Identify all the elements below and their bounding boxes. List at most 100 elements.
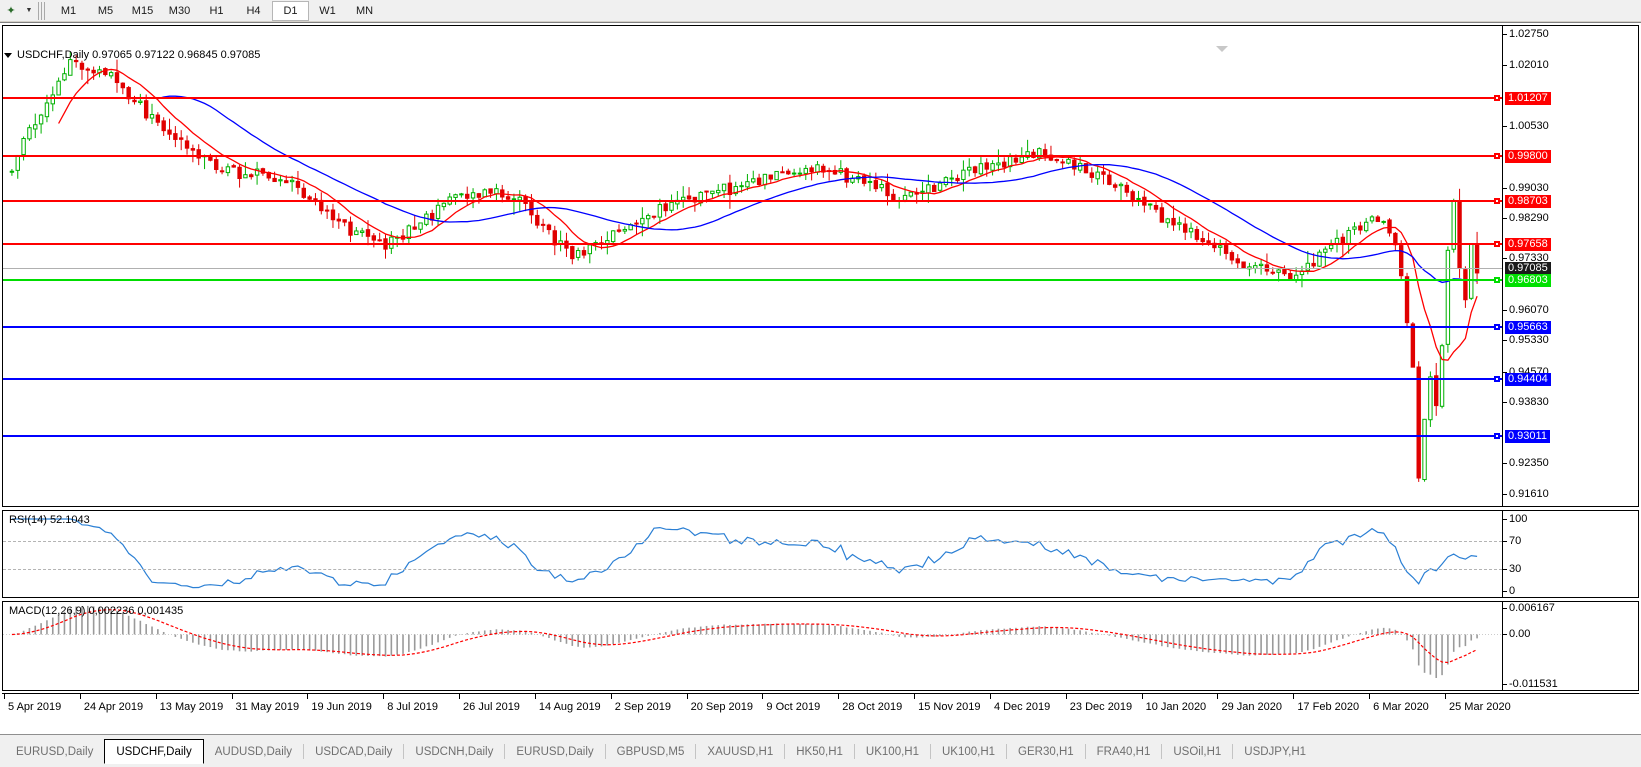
macd-label: MACD(12,26,9) 0,002236 0,001435 xyxy=(9,605,184,617)
chart-tab-usdchf-daily[interactable]: USDCHF,Daily xyxy=(104,739,204,764)
price-tag-resistance-0-97658[interactable]: 0.97658 xyxy=(1505,238,1551,252)
date-tick-4: 19 Jun 2019 xyxy=(307,694,372,713)
tab-separator xyxy=(784,744,786,759)
timeframe-button-mn[interactable]: MN xyxy=(355,4,374,17)
macd-plot[interactable] xyxy=(3,602,1502,690)
rsi-level-30 xyxy=(3,569,1502,571)
timeframe-button-w1[interactable]: W1 xyxy=(319,4,336,17)
rsi-pane[interactable]: 100 70 30 0 RSI(14) 52.1043 xyxy=(2,510,1639,598)
timeframe-button-m15[interactable]: M15 xyxy=(131,4,154,17)
level-line-resistance-0-98703[interactable] xyxy=(3,198,1502,205)
date-tick-7: 14 Aug 2019 xyxy=(534,694,601,713)
chart-tab-usoil-h1[interactable]: USOil,H1 xyxy=(1173,745,1222,758)
price-tick-1-00530: 1.00530 xyxy=(1503,119,1549,132)
timeframe-button-m1[interactable]: M1 xyxy=(60,4,77,17)
level-line-handle[interactable] xyxy=(1494,375,1500,382)
chart-tab-gbpusd-m5[interactable]: GBPUSD,M5 xyxy=(616,745,685,758)
date-tick-10: 9 Oct 2019 xyxy=(762,694,821,713)
chart-tab-uk100-h1[interactable]: UK100,H1 xyxy=(865,745,919,758)
price-tag-current-price-0-97085[interactable]: 0.97085 xyxy=(1505,261,1551,275)
price-tick-0-95330: 0.95330 xyxy=(1503,334,1549,347)
rsi-plot[interactable] xyxy=(3,511,1502,597)
timeframe-button-h1[interactable]: H1 xyxy=(209,4,224,17)
chart-tab-usdcad-daily[interactable]: USDCAD,Daily xyxy=(315,745,393,758)
chart-tab-ger30-h1[interactable]: GER30,H1 xyxy=(1018,745,1074,758)
level-line-handle[interactable] xyxy=(1494,323,1500,330)
rsi-tick-30: 30 xyxy=(1502,563,1522,576)
price-tag-support-0-95663[interactable]: 0.95663 xyxy=(1505,320,1551,334)
chart-menu-caret-icon[interactable] xyxy=(4,52,12,58)
tab-separator xyxy=(403,744,405,759)
chart-tab-bar[interactable]: EURUSD,Daily USDCHF,Daily AUDUSD,Daily USDC… xyxy=(0,734,1641,767)
tab-separator xyxy=(1232,744,1234,759)
level-line-resistance-0-99800[interactable] xyxy=(3,152,1502,159)
timeframe-button-h4[interactable]: H4 xyxy=(246,4,261,17)
chart-tab-hk50-h1[interactable]: HK50,H1 xyxy=(796,745,843,758)
price-tick-0-98290: 0.98290 xyxy=(1503,212,1549,225)
level-line-pivot-0-96803[interactable] xyxy=(3,276,1502,283)
date-tick-3: 31 May 2019 xyxy=(231,694,300,713)
level-line-handle[interactable] xyxy=(1494,433,1500,440)
tab-separator xyxy=(929,744,931,759)
price-tag-support-0-93011[interactable]: 0.93011 xyxy=(1505,430,1550,444)
date-tick-16: 29 Jan 2020 xyxy=(1217,694,1283,713)
chart-tab-usdcnh-daily[interactable]: USDCNH,Daily xyxy=(415,745,494,758)
date-tick-6: 26 Jul 2019 xyxy=(459,694,520,713)
timeframe-button-m5[interactable]: M5 xyxy=(97,4,114,17)
level-line-handle[interactable] xyxy=(1494,241,1500,248)
chart-tab-usdjpy-h1[interactable]: USDJPY,H1 xyxy=(1244,745,1307,758)
date-tick-2: 13 May 2019 xyxy=(155,694,224,713)
date-tick-1: 24 Apr 2019 xyxy=(79,694,144,713)
date-axis[interactable]: 5 Apr 2019 24 Apr 2019 13 May 2019 31 May 2… xyxy=(2,693,1639,727)
level-line-handle[interactable] xyxy=(1494,276,1500,283)
crosshair-cursor-icon[interactable]: ✦ xyxy=(6,5,16,17)
price-pane[interactable]: 1.02750 1.02010 1.00530 0.99030 0.98290 0.973… xyxy=(2,25,1639,507)
tab-separator xyxy=(695,744,697,759)
rsi-axis: 100 70 30 0 xyxy=(1502,511,1638,597)
timeframe-toolbar: ✦ ▼ M1 M5 M15 M30 H1 H4 D1 W1 MN xyxy=(0,0,1641,22)
price-tag-resistance-1-01207[interactable]: 1.01207 xyxy=(1505,91,1551,105)
date-tick-0: 5 Apr 2019 xyxy=(3,694,62,713)
level-line-handle[interactable] xyxy=(1494,198,1500,205)
price-tag-pivot-0-96803[interactable]: 0.96803 xyxy=(1505,273,1551,287)
chart-tab-audusd-daily[interactable]: AUDUSD,Daily xyxy=(214,745,293,758)
macd-tick-000: 0.00 xyxy=(1502,628,1531,641)
date-tick-15: 10 Jan 2020 xyxy=(1141,694,1207,713)
level-line-support-0-94404[interactable] xyxy=(3,375,1502,382)
price-axis[interactable]: 1.02750 1.02010 1.00530 0.99030 0.98290 0.973… xyxy=(1502,26,1638,506)
tab-separator xyxy=(853,744,855,759)
level-line-support-0-93011[interactable] xyxy=(3,433,1502,440)
chart-tab-eurusd-daily[interactable]: EURUSD,Daily xyxy=(16,745,94,758)
symbol-ohlc-label: USDCHF,Daily 0.97065 0.97122 0.96845 0.9… xyxy=(4,49,260,61)
price-tick-0-92350: 0.92350 xyxy=(1503,457,1549,470)
timeframe-button-m30[interactable]: M30 xyxy=(168,4,191,17)
date-tick-8: 2 Sep 2019 xyxy=(610,694,672,713)
level-line-handle[interactable] xyxy=(1494,94,1500,101)
date-tick-9: 20 Sep 2019 xyxy=(686,694,753,713)
chart-tab-fra40-h1[interactable]: FRA40,H1 xyxy=(1096,745,1151,758)
price-tag-support-0-94404[interactable]: 0.94404 xyxy=(1505,372,1551,386)
level-line-handle[interactable] xyxy=(1494,152,1500,159)
level-line-resistance-1-01207[interactable] xyxy=(3,94,1502,101)
date-tick-13: 4 Dec 2019 xyxy=(989,694,1051,713)
date-tick-11: 28 Oct 2019 xyxy=(838,694,903,713)
price-tag-resistance-0-98703[interactable]: 0.98703 xyxy=(1505,195,1551,209)
tab-separator xyxy=(303,744,305,759)
timeframe-button-d1[interactable]: D1 xyxy=(272,0,309,21)
scroll-position-marker-icon[interactable] xyxy=(1216,46,1228,52)
price-tick-1-02750: 1.02750 xyxy=(1503,28,1549,40)
chart-tab-xauusd-h1[interactable]: XAUUSD,H1 xyxy=(707,745,774,758)
toolbar-drag-grip[interactable] xyxy=(38,1,47,20)
macd-tick-0011531: -0.011531 xyxy=(1503,678,1558,690)
toolbar-dropdown-caret[interactable]: ▼ xyxy=(25,7,33,14)
price-tag-resistance-0-99800[interactable]: 0.99800 xyxy=(1505,149,1551,163)
tab-separator xyxy=(1161,744,1163,759)
price-tick-0-97330: 0.97330 xyxy=(1503,251,1549,264)
level-line-resistance-0-97658[interactable] xyxy=(3,241,1502,248)
price-plot[interactable] xyxy=(3,26,1502,506)
macd-histogram-series xyxy=(3,605,1502,678)
macd-pane[interactable]: 0.006167 0.00 -0.011531 MACD(12,26,9) 0,00… xyxy=(2,601,1639,691)
chart-tab-eurusd-daily[interactable]: EURUSD,Daily xyxy=(516,745,594,758)
chart-tab-uk100-h1[interactable]: UK100,H1 xyxy=(941,745,996,758)
level-line-support-0-95663[interactable] xyxy=(3,323,1502,330)
